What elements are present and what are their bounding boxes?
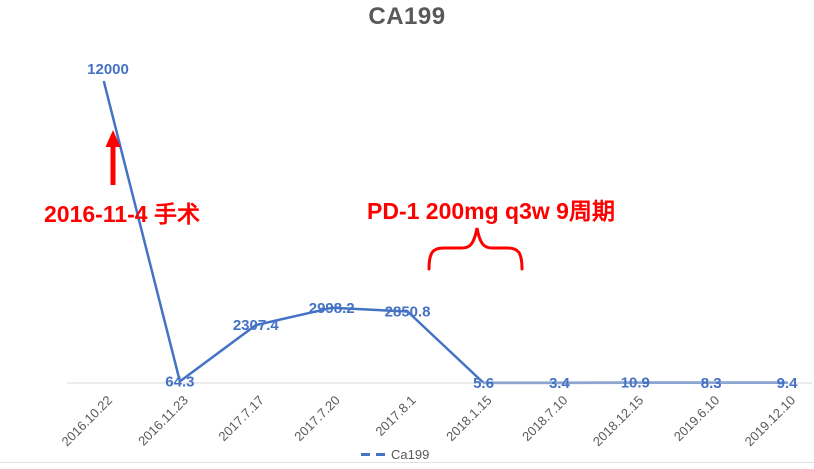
treatment-annotation-label: PD-1 200mg q3w 9周期	[367, 198, 615, 224]
data-label: 3.4	[549, 375, 571, 392]
x-axis-tick-label: 2019.12.10	[742, 393, 799, 450]
x-axis-tick-label: 2018.1.15	[443, 393, 495, 445]
surgery-annotation-label: 2016-11-4 手术	[44, 201, 200, 227]
legend-series-label: Ca199	[391, 446, 430, 462]
x-axis-tick-label: 2017.7.20	[291, 393, 343, 445]
x-axis-tick-label: 2016.11.23	[135, 393, 191, 449]
legend: Ca199	[361, 446, 429, 462]
surgery-arrow-icon	[105, 130, 121, 185]
x-axis-tick-label: 2017.8.1	[372, 393, 418, 439]
series-line-ca199	[102, 80, 789, 385]
data-label: 64.3	[165, 373, 194, 390]
data-label: 12000	[87, 61, 129, 78]
legend-dashed-line-icon	[361, 453, 388, 456]
data-label: 8.3	[701, 375, 722, 392]
data-label: 2307.4	[233, 317, 280, 334]
x-axis-tick-label: 2018.7.10	[519, 393, 571, 445]
data-label: 5.6	[473, 375, 494, 392]
treatment-brace-icon	[427, 227, 524, 271]
chart-title: CA199	[368, 3, 446, 30]
x-axis-tick-label: 2016.10.22	[58, 393, 115, 450]
data-label: 2850.8	[385, 303, 431, 320]
x-axis-tick-label: 2018.12.15	[590, 393, 647, 450]
data-label: 9.4	[777, 375, 799, 392]
x-axis-tick-label: 2017.7.17	[215, 393, 267, 445]
data-label: 10.9	[621, 375, 650, 392]
x-axis-tick-label: 2019.6.10	[671, 393, 723, 445]
bottom-window-edge	[0, 462, 814, 463]
data-label: 2998.2	[309, 300, 355, 317]
